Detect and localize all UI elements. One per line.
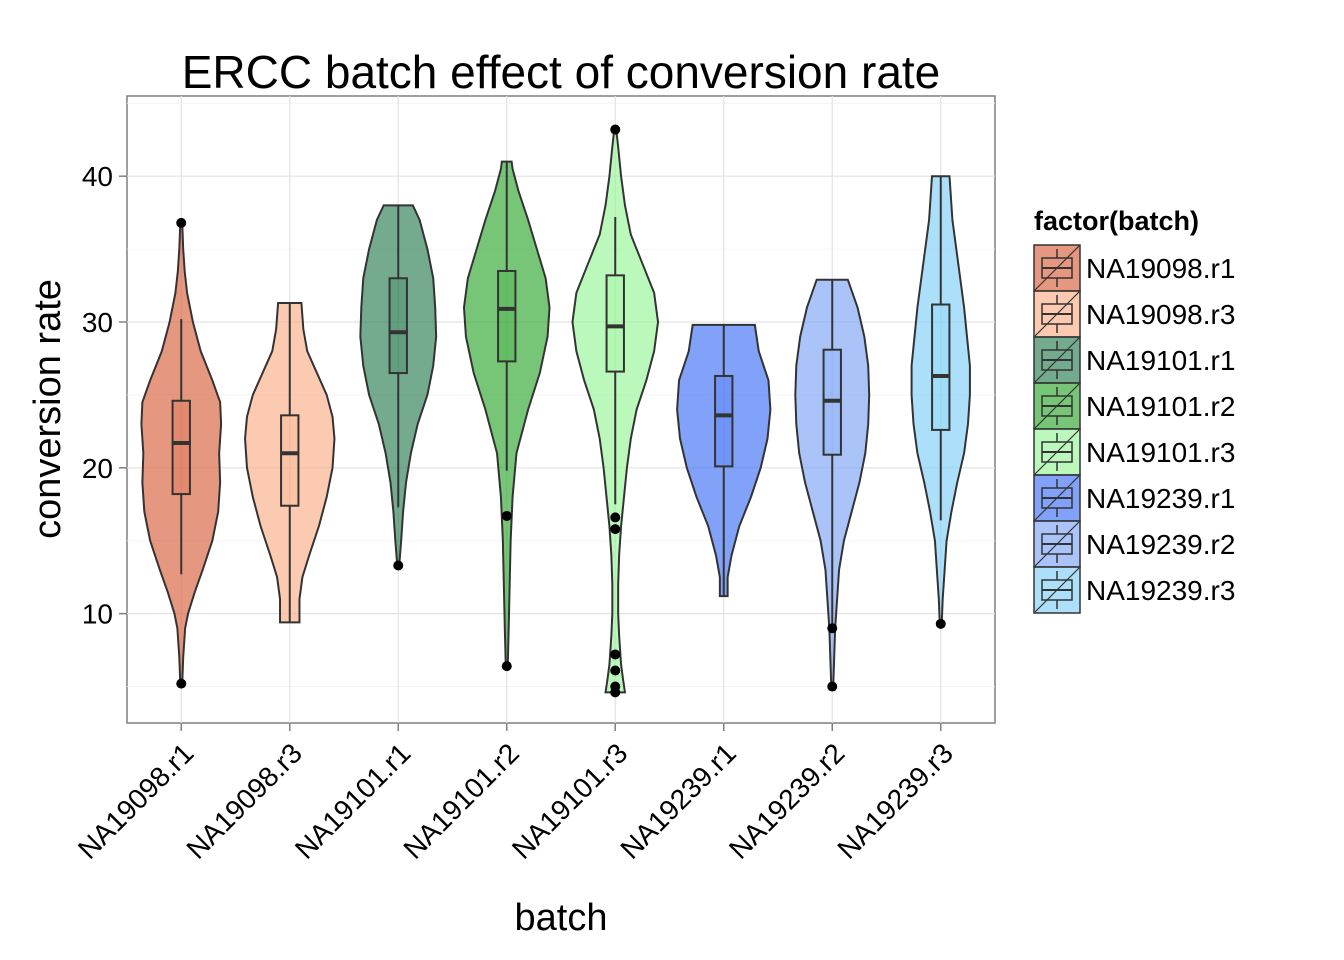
- violins: [140, 124, 971, 698]
- outlier-point: [610, 687, 621, 698]
- outlier-point: [610, 649, 621, 660]
- chart-title: ERCC batch effect of conversion rate: [182, 46, 941, 98]
- violin-shape: [676, 323, 772, 598]
- box: [388, 277, 408, 375]
- legend-label: NA19239.r3: [1086, 575, 1235, 606]
- outlier-point: [501, 510, 512, 521]
- violin-group-NA19101.r2: [462, 160, 551, 672]
- box: [497, 269, 517, 363]
- x-tick-label: NA19101.r1: [289, 737, 417, 865]
- violin-group-NA19098.r1: [140, 217, 223, 689]
- legend-item-NA19239.r2: NA19239.r2: [1033, 520, 1235, 568]
- violin-group-NA19101.r1: [359, 204, 438, 571]
- x-axis-title: batch: [515, 897, 608, 939]
- x-tick-label: NA19239.r1: [614, 737, 742, 865]
- y-tick-label: 10: [82, 599, 113, 630]
- legend-item-NA19101.r1: NA19101.r1: [1033, 336, 1235, 384]
- outlier-point: [827, 681, 838, 692]
- box: [605, 274, 625, 373]
- outlier-point: [610, 665, 621, 676]
- outlier-point: [935, 618, 946, 629]
- x-tick-label: NA19101.r3: [506, 737, 634, 865]
- box: [714, 374, 734, 468]
- outlier-point: [176, 678, 187, 689]
- legend-label: NA19239.r1: [1086, 483, 1235, 514]
- legend-item-NA19239.r1: NA19239.r1: [1033, 474, 1235, 522]
- legend-item-NA19101.r3: NA19101.r3: [1033, 428, 1235, 476]
- y-axis-title: conversion rate: [27, 279, 69, 539]
- outlier-point: [176, 217, 187, 228]
- x-tick-label: NA19098.r3: [180, 737, 308, 865]
- legend-label: NA19101.r2: [1086, 391, 1235, 422]
- violin-shape: [910, 175, 971, 625]
- legend-item-NA19098.r3: NA19098.r3: [1033, 290, 1235, 338]
- violin-group-NA19101.r3: [571, 124, 660, 698]
- legend-label: NA19098.r3: [1086, 299, 1235, 330]
- x-tick-label: NA19239.r2: [723, 737, 851, 865]
- legend-item-NA19101.r2: NA19101.r2: [1033, 382, 1235, 430]
- outlier-point: [610, 124, 621, 135]
- legend: factor(batch) NA19098.r1 NA19098.r3 NA1910…: [1033, 206, 1235, 614]
- box: [171, 399, 191, 496]
- outlier-point: [610, 524, 621, 535]
- box: [280, 414, 300, 507]
- outlier-point: [393, 560, 404, 571]
- y-tick-label: 30: [82, 307, 113, 338]
- outlier-point: [827, 623, 838, 634]
- x-tick-label: NA19101.r2: [397, 737, 525, 865]
- violin-group-NA19239.r2: [794, 278, 871, 692]
- legend-label: NA19101.r3: [1086, 437, 1235, 468]
- violin-shape: [244, 302, 336, 624]
- x-tick-label: NA19098.r1: [72, 737, 200, 865]
- violin-group-NA19239.r3: [910, 175, 971, 629]
- y-tick-label: 20: [82, 453, 113, 484]
- legend-title: factor(batch): [1034, 206, 1199, 236]
- violin-group-NA19098.r3: [244, 302, 336, 624]
- y-tick-label: 40: [82, 161, 113, 192]
- legend-label: NA19239.r2: [1086, 529, 1235, 560]
- legend-item-NA19239.r3: NA19239.r3: [1033, 566, 1235, 614]
- legend-label: NA19098.r1: [1086, 253, 1235, 284]
- outlier-point: [501, 661, 512, 672]
- violin-group-NA19239.r1: [676, 323, 772, 598]
- legend-label: NA19101.r1: [1086, 345, 1235, 376]
- box: [931, 303, 951, 431]
- legend-item-NA19098.r1: NA19098.r1: [1033, 244, 1235, 292]
- outlier-point: [610, 512, 621, 523]
- x-tick-label: NA19239.r3: [831, 737, 959, 865]
